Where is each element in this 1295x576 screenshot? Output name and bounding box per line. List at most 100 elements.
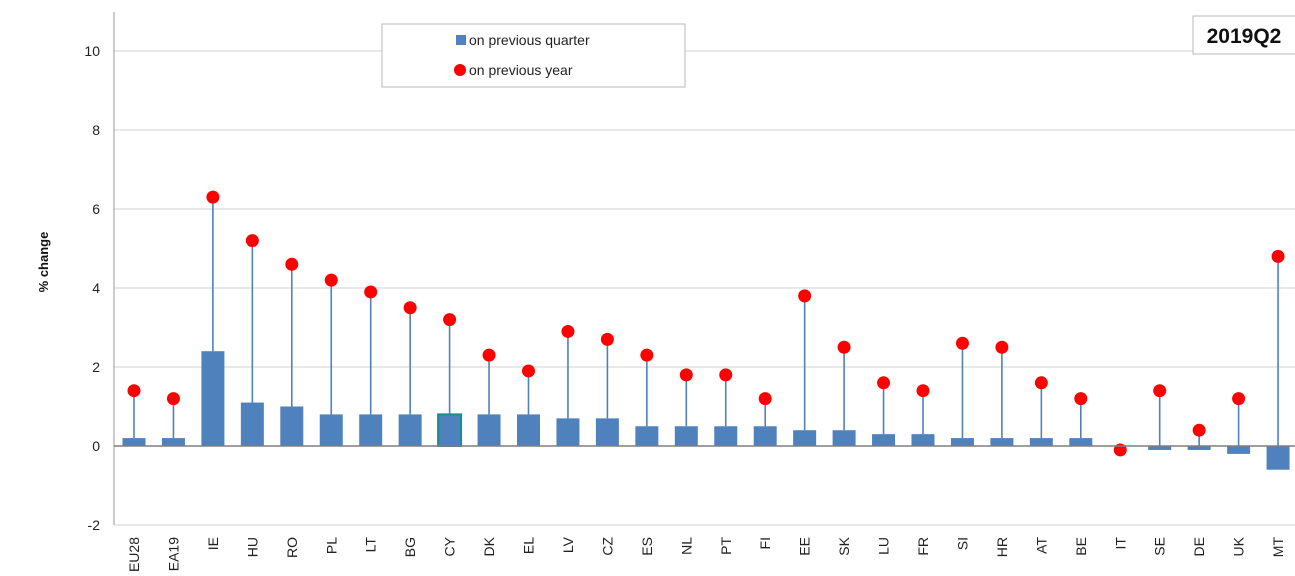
bar-ro: [280, 406, 304, 446]
category-label: FR: [915, 537, 931, 556]
y-axis-ticks: -2 0 2 4 6 8 10: [84, 43, 100, 533]
dot-ro: [285, 257, 299, 271]
bar-se: [1148, 446, 1172, 450]
bar-ee: [793, 430, 817, 446]
gridlines: [114, 50, 1295, 526]
dot-si: [955, 336, 969, 350]
dot-fr: [916, 384, 930, 398]
y-axis-label: % change: [36, 232, 51, 293]
dot-el: [522, 364, 535, 378]
legend: on previous quarter on previous year: [381, 23, 686, 88]
category-label: BG: [402, 537, 418, 557]
y-tick-label: 10: [84, 43, 100, 59]
period-box-frame: [1192, 15, 1295, 55]
period-label: 2019Q2: [1207, 25, 1282, 48]
dot-mt: [1271, 249, 1285, 263]
bar-hu: [240, 402, 264, 446]
category-label: NL: [678, 537, 694, 555]
category-label: CZ: [599, 537, 615, 556]
bar-fi: [753, 426, 777, 446]
category-label: AT: [1033, 537, 1049, 554]
bar-uk: [1227, 446, 1251, 454]
y-tick-label: 6: [92, 201, 100, 217]
dot-ie: [206, 190, 220, 204]
dot-uk: [1232, 392, 1246, 406]
dot-nl: [679, 368, 693, 382]
legend-dot-swatch: [454, 64, 466, 76]
category-label: CY: [442, 536, 458, 556]
bar-si: [950, 438, 974, 446]
dot-cy: [443, 313, 457, 327]
dot-sk: [837, 340, 851, 354]
x-axis-category-labels: EU28 EA19 IE HU RO PL LT BG CY DK EL LV CZ ES NL PT FI EE…: [126, 536, 1286, 572]
dot-lv: [561, 324, 575, 338]
period-box: 2019Q2: [1192, 15, 1295, 55]
category-label: MT: [1270, 537, 1286, 558]
category-label: DE: [1191, 537, 1207, 556]
bar-ea19: [161, 438, 185, 446]
category-label: RO: [284, 537, 300, 558]
dot-hr: [995, 340, 1009, 354]
dot-lt: [364, 285, 378, 299]
category-label: EA19: [165, 537, 181, 571]
bar-pt: [714, 426, 738, 446]
category-label: PL: [323, 537, 339, 554]
yoy-dots: [127, 190, 1285, 457]
category-label: EE: [797, 537, 813, 556]
bar-lu: [872, 434, 896, 446]
dot-at: [1034, 376, 1048, 390]
dot-lu: [877, 376, 891, 390]
dot-se: [1153, 384, 1167, 398]
bar-cy: [437, 413, 463, 447]
dot-pt: [719, 368, 733, 382]
category-label: PT: [718, 537, 734, 555]
bar-fr: [911, 434, 935, 446]
bar-be: [1069, 438, 1093, 446]
category-label: HU: [244, 537, 260, 557]
category-label: EU28: [126, 537, 142, 572]
bar-mt: [1266, 446, 1290, 470]
y-tick-label: 8: [92, 122, 100, 138]
y-tick-label: 4: [92, 280, 100, 296]
dot-fi: [758, 392, 772, 406]
legend-label-quarter: on previous quarter: [469, 32, 590, 48]
dot-pl: [324, 273, 338, 287]
category-label: ES: [639, 537, 655, 556]
yoy-stems: [133, 197, 1279, 450]
legend-box: [381, 23, 686, 88]
category-label: DK: [481, 536, 497, 556]
bar-pl: [319, 414, 343, 446]
dot-es: [640, 348, 654, 362]
category-label: UK: [1231, 536, 1247, 556]
dot-dk: [482, 348, 496, 362]
qoq-bars: [122, 351, 1290, 470]
category-label: SE: [1152, 537, 1168, 556]
dot-cz: [600, 332, 614, 346]
bar-hr: [990, 438, 1014, 446]
category-label: SI: [954, 537, 970, 550]
bar-lv: [556, 418, 580, 446]
category-label: FI: [757, 537, 773, 549]
dot-de: [1192, 423, 1206, 437]
dot-hu: [245, 234, 259, 248]
category-label: LT: [363, 537, 379, 553]
bar-sk: [832, 430, 856, 446]
dot-eu28: [127, 384, 141, 398]
legend-bar-swatch: [456, 35, 466, 45]
legend-label-year: on previous year: [469, 62, 573, 78]
bar-es: [635, 426, 659, 446]
dot-ee: [798, 289, 812, 303]
bar-at: [1029, 438, 1053, 446]
bar-ie: [201, 351, 225, 446]
bar-el: [517, 414, 540, 446]
y-tick-label: 2: [92, 359, 100, 375]
category-label: BE: [1073, 537, 1089, 556]
bar-eu28: [122, 438, 146, 446]
category-label: LU: [876, 537, 892, 555]
dot-be: [1074, 392, 1088, 406]
bar-bg: [398, 414, 422, 446]
bar-cz: [595, 418, 619, 446]
bar-lt: [359, 414, 383, 446]
bar-de: [1187, 446, 1211, 450]
